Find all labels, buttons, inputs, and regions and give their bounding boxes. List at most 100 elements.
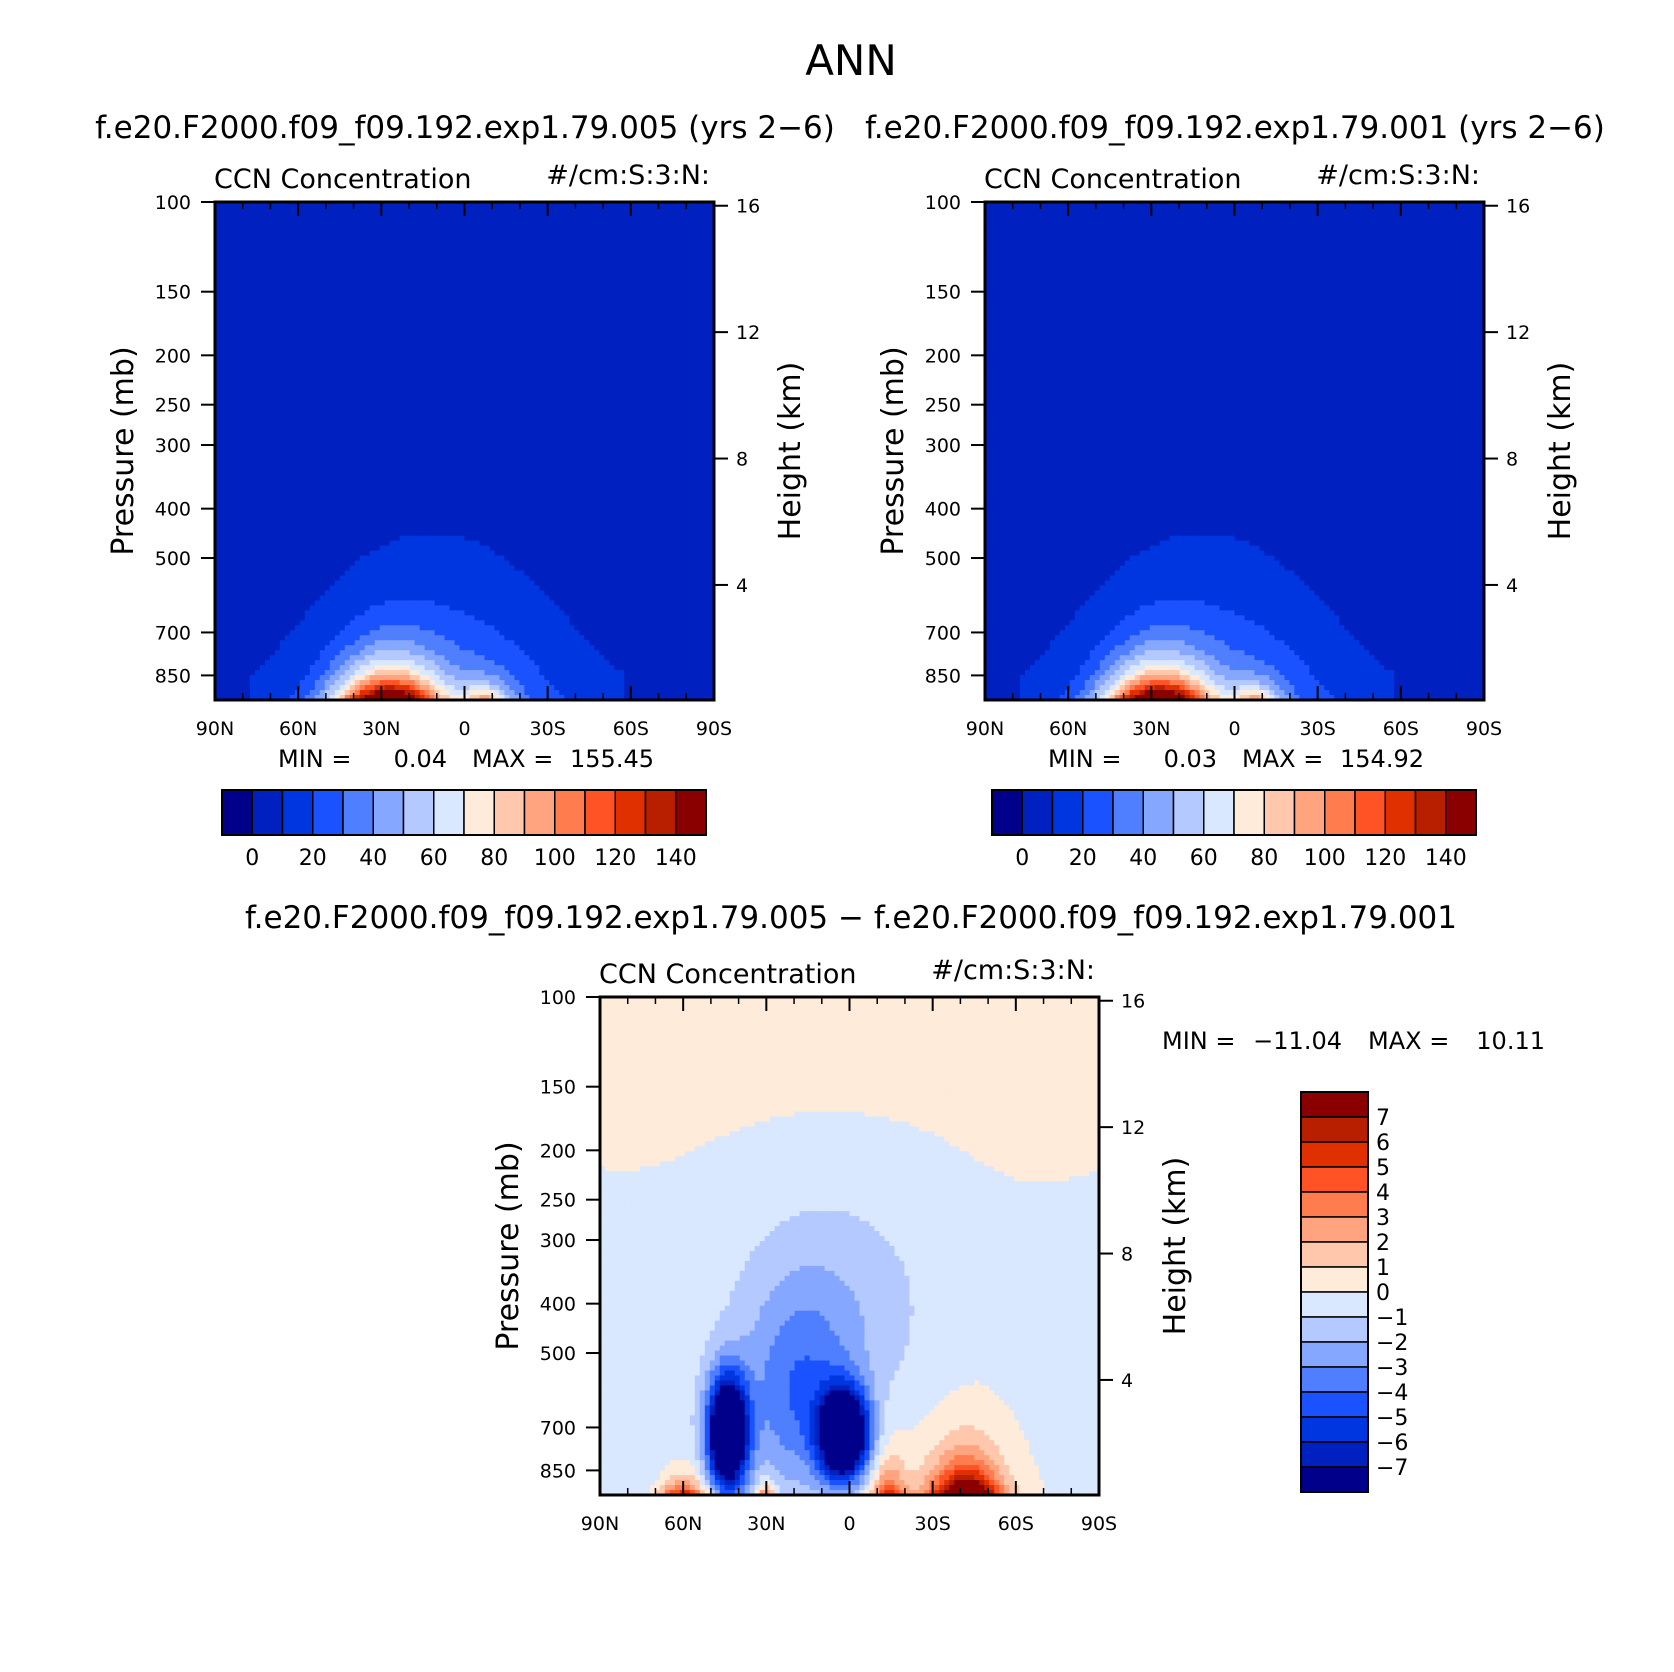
contour-cell	[634, 341, 640, 348]
contour-cell	[459, 336, 466, 343]
contour-cell	[319, 371, 326, 377]
contour-cell	[219, 361, 226, 367]
contour-cell	[354, 421, 361, 427]
contour-cell	[584, 441, 590, 447]
contour-cell	[394, 241, 401, 248]
contour-cell	[259, 336, 266, 343]
contour-cell	[524, 256, 530, 263]
contour-cell	[309, 231, 316, 238]
contour-cell	[604, 246, 610, 253]
contour-cell	[504, 431, 511, 437]
contour-cell	[669, 421, 675, 427]
contour-cell	[669, 216, 675, 223]
contour-cell	[459, 226, 466, 233]
contour-cell	[234, 221, 241, 228]
contour-cell	[429, 346, 436, 352]
contour-cell	[259, 202, 266, 208]
contour-cell	[689, 421, 695, 427]
contour-cell	[234, 231, 241, 238]
contour-cell	[594, 301, 600, 308]
contour-cell	[359, 216, 366, 223]
contour-cell	[354, 331, 361, 338]
contour-cell	[519, 271, 525, 278]
contour-cell	[604, 216, 610, 223]
contour-cell	[314, 226, 321, 233]
contour-cell	[304, 316, 311, 323]
contour-cell	[249, 311, 256, 318]
contour-cell	[399, 416, 406, 422]
contour-cell	[639, 401, 645, 407]
contour-cell	[669, 231, 675, 238]
contour-cell	[639, 316, 645, 323]
contour-cell	[594, 401, 600, 407]
contour-cell	[354, 306, 361, 313]
contour-cell	[484, 371, 491, 377]
contour-cell	[289, 321, 296, 328]
contour-cell	[314, 231, 321, 238]
contour-cell	[354, 436, 361, 442]
contour-cell	[364, 321, 371, 328]
contour-cell	[314, 441, 321, 447]
contour-cell	[459, 361, 466, 367]
contour-cell	[284, 226, 291, 233]
contour-cell	[384, 421, 391, 427]
contour-cell	[474, 341, 481, 348]
contour-cell	[694, 266, 700, 273]
contour-cell	[224, 216, 231, 223]
contour-cell	[244, 256, 251, 263]
contour-cell	[509, 401, 515, 407]
contour-cell	[684, 211, 690, 218]
contour-cell	[454, 296, 461, 303]
contour-cell	[379, 416, 386, 422]
contour-cell	[304, 336, 311, 343]
contour-cell	[329, 356, 336, 362]
contour-cell	[604, 326, 610, 333]
contour-cell	[215, 281, 221, 288]
contour-cell	[219, 411, 226, 417]
contour-cell	[279, 411, 286, 417]
contour-cell	[309, 396, 316, 402]
contour-cell	[449, 441, 456, 447]
contour-cell	[519, 396, 525, 402]
contour-cell	[329, 401, 336, 407]
contour-cell	[594, 346, 600, 352]
contour-cell	[249, 276, 256, 283]
contour-cell	[589, 266, 595, 273]
contour-cell	[414, 246, 421, 253]
contour-cell	[254, 336, 261, 343]
contour-cell	[669, 406, 675, 412]
contour-cell	[544, 386, 550, 392]
contour-cell	[304, 276, 311, 283]
contour-cell	[374, 271, 381, 278]
contour-cell	[664, 211, 670, 218]
contour-cell	[694, 391, 700, 397]
contour-cell	[359, 256, 366, 263]
contour-cell	[689, 426, 695, 432]
contour-cell	[264, 361, 271, 367]
contour-cell	[584, 266, 590, 273]
contour-cell	[379, 271, 386, 278]
contour-cell	[709, 386, 714, 392]
contour-cell	[434, 296, 441, 303]
contour-cell	[314, 326, 321, 333]
contour-cell	[309, 246, 316, 253]
contour-cell	[624, 346, 630, 352]
contour-cell	[259, 361, 266, 367]
contour-cell	[509, 356, 515, 362]
contour-cell	[369, 266, 376, 273]
contour-cell	[599, 321, 605, 328]
contour-cell	[614, 216, 620, 223]
contour-cell	[679, 291, 685, 298]
contour-cell	[274, 366, 281, 372]
case1-contour-field	[215, 202, 714, 700]
contour-cell	[244, 331, 251, 338]
contour-cell	[384, 221, 391, 228]
contour-cell	[639, 346, 645, 352]
contour-cell	[549, 321, 555, 328]
contour-cell	[399, 366, 406, 372]
contour-cell	[604, 202, 610, 208]
contour-cell	[664, 396, 670, 402]
contour-cell	[399, 266, 406, 273]
contour-cell	[314, 251, 321, 258]
contour-cell	[344, 236, 351, 243]
